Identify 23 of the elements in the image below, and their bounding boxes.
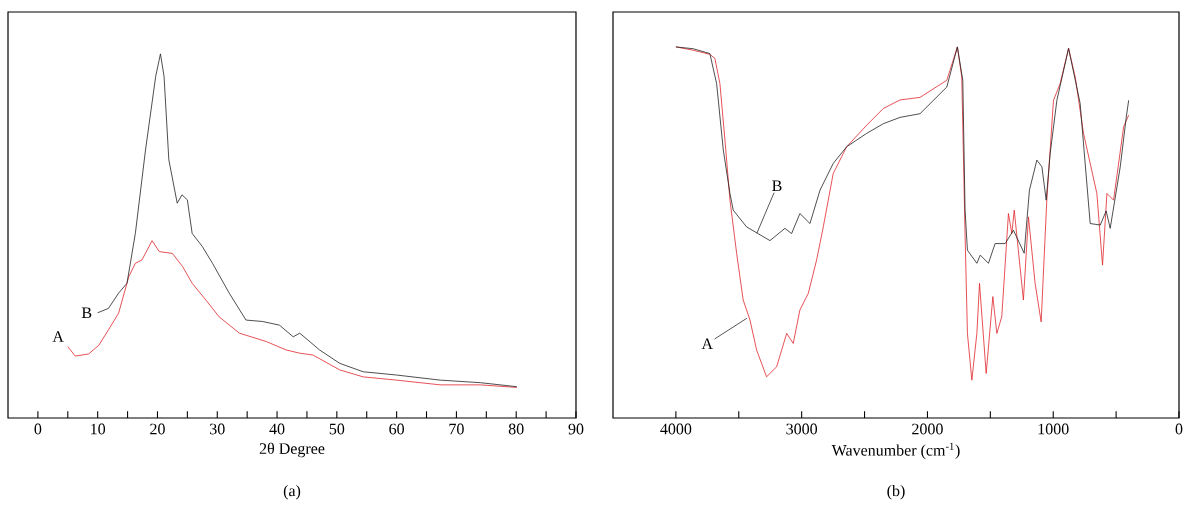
x-tick-label: 40 [269, 423, 285, 435]
x-tick-label: 50 [329, 423, 345, 435]
x-axis-title: 2θ Degree [259, 442, 325, 458]
x-tick-label: 80 [508, 423, 524, 435]
text: (a) [283, 484, 301, 500]
annotation: A [52, 331, 64, 342]
x-tick-label: 4000 [660, 423, 692, 435]
x-tick-label: 2000 [912, 423, 943, 435]
x-tick-label: 1000 [1038, 423, 1069, 435]
annotation: B [772, 180, 782, 192]
x-tick-label: 0 [1175, 423, 1183, 435]
text: (b) [887, 484, 905, 500]
x-tick-label: 0 [34, 423, 42, 435]
x-tick-label: 60 [389, 423, 405, 435]
annotation: A [701, 338, 713, 350]
x-tick-label: 30 [210, 423, 225, 435]
x-tick-label: 10 [91, 423, 106, 435]
x-axis-title: Wavenumber (cm$^{-1}$) [831, 442, 960, 459]
x-tick-label: 3000 [786, 423, 818, 435]
annotation: B [81, 307, 92, 319]
x-tick-label: 20 [150, 423, 165, 435]
x-tick-label: 90 [568, 423, 584, 435]
x-tick-label: 70 [449, 423, 464, 435]
